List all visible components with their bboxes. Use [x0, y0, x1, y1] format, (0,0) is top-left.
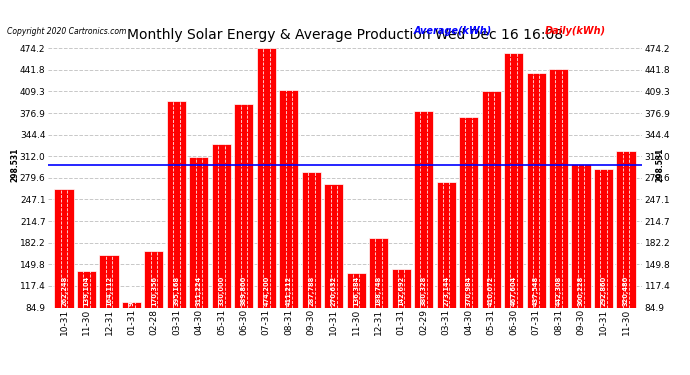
Bar	[99, 255, 119, 308]
Bar	[437, 182, 455, 308]
Text: 300,228: 300,228	[578, 276, 584, 306]
Text: 437,548: 437,548	[533, 276, 539, 306]
Bar	[212, 144, 231, 308]
Bar	[324, 184, 344, 308]
Bar	[279, 90, 298, 308]
Text: 395,168: 395,168	[173, 276, 179, 306]
Text: 389,800: 389,800	[241, 276, 247, 306]
Bar	[414, 111, 433, 308]
Text: 139,104: 139,104	[83, 276, 90, 306]
Text: 442,308: 442,308	[555, 276, 562, 306]
Text: 164,112: 164,112	[106, 276, 112, 306]
Bar	[189, 157, 208, 308]
Title: Monthly Solar Energy & Average Production Wed Dec 16 16:08: Monthly Solar Energy & Average Productio…	[127, 28, 563, 42]
Text: 262,248: 262,248	[61, 276, 67, 306]
Bar	[302, 172, 321, 308]
Text: 298.531: 298.531	[656, 148, 664, 182]
Text: Daily(kWh): Daily(kWh)	[545, 26, 607, 36]
Text: 370,984: 370,984	[466, 276, 472, 306]
Bar	[346, 273, 366, 308]
Text: 170,356: 170,356	[151, 276, 157, 306]
Bar	[167, 101, 186, 308]
Text: 273,144: 273,144	[443, 276, 449, 306]
Text: Average(kWh): Average(kWh)	[414, 26, 492, 36]
Text: 270,632: 270,632	[331, 276, 337, 306]
Text: 287,788: 287,788	[308, 276, 314, 306]
Bar	[482, 91, 501, 308]
Bar	[369, 238, 388, 308]
Text: 330,000: 330,000	[218, 276, 224, 306]
Text: 411,212: 411,212	[286, 276, 292, 306]
Text: 311,224: 311,224	[196, 276, 202, 306]
Bar	[122, 302, 141, 307]
Text: 320,480: 320,480	[623, 276, 629, 306]
Bar	[616, 151, 635, 308]
Text: 380,328: 380,328	[421, 276, 426, 306]
Bar	[392, 269, 411, 308]
Bar	[235, 104, 253, 308]
Bar	[257, 48, 276, 308]
Text: 188,748: 188,748	[376, 276, 382, 306]
Bar	[459, 117, 478, 308]
Text: 292,860: 292,860	[600, 276, 607, 306]
Text: Copyright 2020 Cartronics.com: Copyright 2020 Cartronics.com	[7, 27, 126, 36]
Text: 92,564: 92,564	[128, 280, 135, 306]
Text: 298.531: 298.531	[10, 148, 19, 182]
Text: 467,604: 467,604	[511, 276, 517, 306]
Bar	[594, 169, 613, 308]
Text: 410,072: 410,072	[488, 276, 494, 306]
Bar	[526, 73, 546, 308]
Bar	[144, 251, 164, 308]
Bar	[504, 53, 523, 308]
Bar	[571, 164, 591, 308]
Bar	[549, 69, 568, 308]
Text: 474,200: 474,200	[264, 276, 269, 306]
Bar	[77, 272, 96, 308]
Text: 136,384: 136,384	[353, 276, 359, 306]
Text: 142,692: 142,692	[398, 276, 404, 306]
Bar	[55, 189, 74, 308]
